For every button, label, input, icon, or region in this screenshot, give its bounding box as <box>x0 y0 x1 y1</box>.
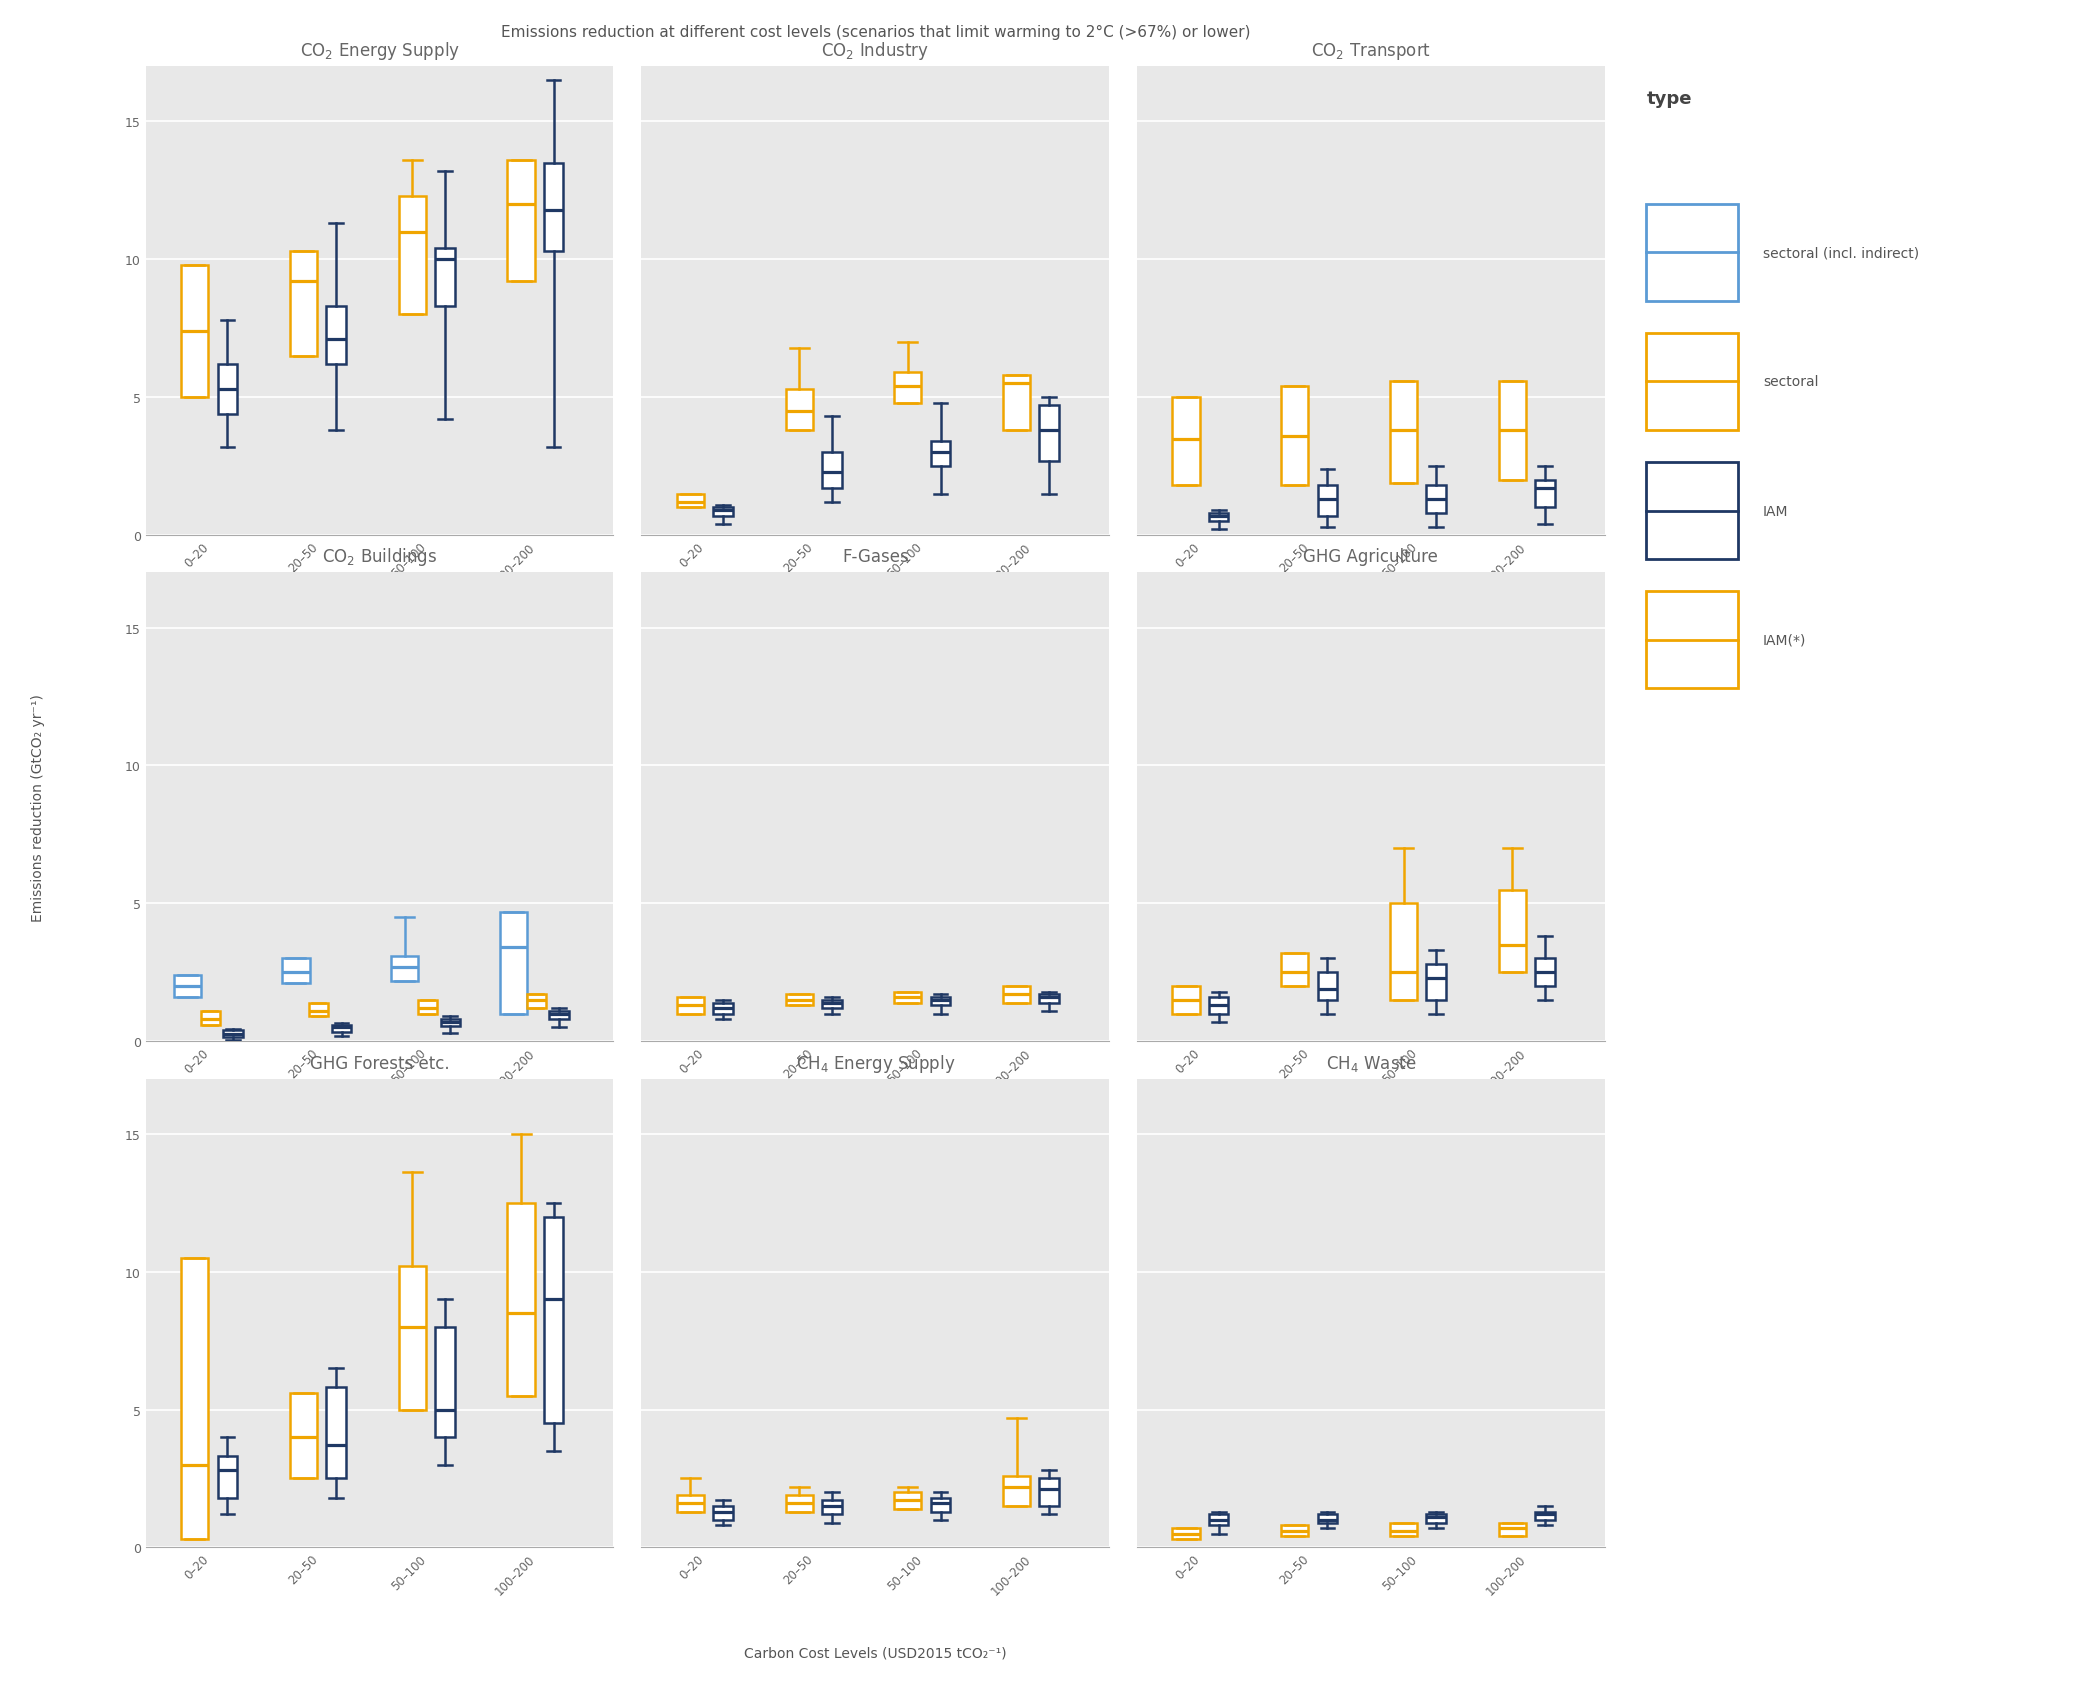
Bar <box>500 912 527 1014</box>
Bar <box>331 1024 352 1033</box>
Bar <box>786 390 813 431</box>
Bar <box>1209 1514 1227 1526</box>
Bar <box>713 1505 734 1521</box>
Bar <box>821 1001 842 1009</box>
Bar <box>894 373 921 404</box>
Bar <box>677 1495 704 1512</box>
Bar <box>1282 1526 1309 1536</box>
Bar <box>932 997 950 1006</box>
Bar <box>1282 387 1309 486</box>
Bar <box>419 1001 438 1014</box>
Text: IAM: IAM <box>1763 505 1788 518</box>
Bar <box>713 508 734 516</box>
Bar <box>1498 382 1525 481</box>
Text: Carbon Cost Levels (USD2015 tCO₂⁻¹): Carbon Cost Levels (USD2015 tCO₂⁻¹) <box>744 1645 1007 1660</box>
Bar <box>1040 1478 1059 1505</box>
Bar <box>327 1388 346 1478</box>
Bar <box>506 1203 536 1396</box>
Bar <box>1425 486 1446 513</box>
Title: GHG Forests etc.: GHG Forests etc. <box>311 1055 450 1071</box>
Text: type: type <box>1646 89 1692 108</box>
Bar <box>506 161 536 283</box>
Bar <box>1209 997 1227 1014</box>
Bar <box>527 994 546 1009</box>
FancyBboxPatch shape <box>1646 463 1738 560</box>
Bar <box>436 1327 454 1436</box>
Bar <box>1536 481 1555 508</box>
FancyBboxPatch shape <box>1646 592 1738 690</box>
FancyBboxPatch shape <box>1646 205 1738 301</box>
Bar <box>1536 959 1555 986</box>
Bar <box>932 442 950 468</box>
Bar <box>1317 972 1338 1001</box>
Bar <box>217 1457 238 1499</box>
Bar <box>217 365 238 414</box>
Bar <box>1173 986 1200 1014</box>
Bar <box>544 163 563 252</box>
Bar <box>786 994 813 1006</box>
Text: sectoral (incl. indirect): sectoral (incl. indirect) <box>1763 246 1919 261</box>
Bar <box>1317 486 1338 516</box>
Title: CO$_2$ Transport: CO$_2$ Transport <box>1311 40 1432 62</box>
Text: sectoral: sectoral <box>1763 375 1819 389</box>
Bar <box>1390 382 1417 483</box>
Bar <box>677 997 704 1014</box>
Bar <box>1282 954 1309 986</box>
Bar <box>1173 1529 1200 1539</box>
Bar <box>398 197 425 315</box>
Bar <box>1317 1514 1338 1522</box>
Bar <box>1209 513 1227 521</box>
Bar <box>1040 994 1059 1002</box>
Title: CO$_2$ Energy Supply: CO$_2$ Energy Supply <box>300 40 461 62</box>
Bar <box>1536 1512 1555 1521</box>
Text: Emissions reduction (GtCO₂ yr⁻¹): Emissions reduction (GtCO₂ yr⁻¹) <box>31 693 46 922</box>
Bar <box>327 308 346 365</box>
Title: GHG Agriculture: GHG Agriculture <box>1302 548 1438 567</box>
Title: CH$_4$ Waste: CH$_4$ Waste <box>1325 1053 1417 1073</box>
Bar <box>894 1492 921 1509</box>
Bar <box>1425 964 1446 1001</box>
Bar <box>290 1393 317 1478</box>
Bar <box>1002 986 1029 1002</box>
Bar <box>894 992 921 1002</box>
Bar <box>1173 399 1200 486</box>
Bar <box>1390 903 1417 1001</box>
Bar <box>181 266 208 399</box>
Bar <box>173 976 200 997</box>
Bar <box>290 252 317 357</box>
Bar <box>544 1216 563 1423</box>
Title: F-Gases: F-Gases <box>842 548 909 567</box>
Title: CO$_2$ Industry: CO$_2$ Industry <box>821 40 929 62</box>
Bar <box>1498 1522 1525 1536</box>
Bar <box>1002 1475 1029 1505</box>
Bar <box>821 452 842 489</box>
Bar <box>713 1002 734 1014</box>
Bar <box>398 1267 425 1410</box>
Bar <box>550 1011 569 1019</box>
Bar <box>821 1500 842 1514</box>
Title: CO$_2$ Buildings: CO$_2$ Buildings <box>321 547 438 569</box>
Bar <box>1390 1522 1417 1536</box>
Text: IAM(*): IAM(*) <box>1763 634 1807 648</box>
Bar <box>181 1258 208 1539</box>
Bar <box>440 1019 461 1026</box>
Bar <box>1498 890 1525 972</box>
Bar <box>200 1011 219 1024</box>
Bar <box>436 249 454 308</box>
Bar <box>1002 375 1029 431</box>
Bar <box>1425 1514 1446 1522</box>
Bar <box>932 1499 950 1512</box>
Bar <box>308 1002 329 1016</box>
FancyBboxPatch shape <box>1646 333 1738 431</box>
Bar <box>786 1495 813 1512</box>
Bar <box>223 1031 242 1038</box>
Title: CH$_4$ Energy Supply: CH$_4$ Energy Supply <box>796 1051 954 1073</box>
Bar <box>392 955 419 981</box>
Bar <box>281 959 311 984</box>
Bar <box>1040 405 1059 461</box>
Text: Emissions reduction at different cost levels (scenarios that limit warming to 2°: Emissions reduction at different cost le… <box>500 25 1250 40</box>
Bar <box>677 495 704 508</box>
